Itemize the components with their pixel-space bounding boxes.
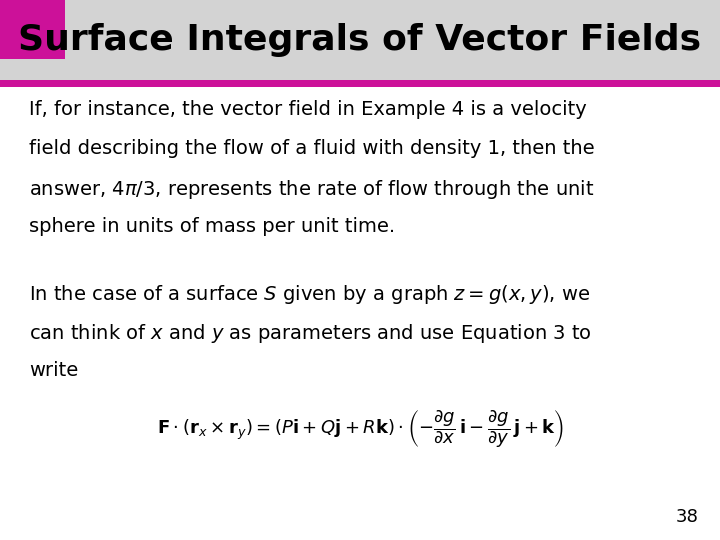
Text: $\mathbf{F} \cdot (\mathbf{r}_x \times \mathbf{r}_y) = (P\mathbf{i} + Q\mathbf{j: $\mathbf{F} \cdot (\mathbf{r}_x \times \… [156, 408, 564, 450]
Text: answer, $4\pi/3$, represents the rate of flow through the unit: answer, $4\pi/3$, represents the rate of… [29, 178, 594, 201]
Text: sphere in units of mass per unit time.: sphere in units of mass per unit time. [29, 217, 395, 235]
Text: Surface Integrals of Vector Fields: Surface Integrals of Vector Fields [18, 23, 701, 57]
Text: 38: 38 [675, 509, 698, 526]
FancyBboxPatch shape [0, 0, 65, 59]
FancyBboxPatch shape [0, 80, 720, 87]
Text: In the case of a surface $S$ given by a graph $z = g(x, y)$, we: In the case of a surface $S$ given by a … [29, 284, 590, 307]
Text: can think of $x$ and $y$ as parameters and use Equation 3 to: can think of $x$ and $y$ as parameters a… [29, 322, 592, 346]
Text: field describing the flow of a fluid with density 1, then the: field describing the flow of a fluid wit… [29, 139, 595, 158]
Text: If, for instance, the vector field in Example 4 is a velocity: If, for instance, the vector field in Ex… [29, 100, 587, 119]
FancyBboxPatch shape [0, 0, 720, 80]
Text: write: write [29, 361, 78, 380]
